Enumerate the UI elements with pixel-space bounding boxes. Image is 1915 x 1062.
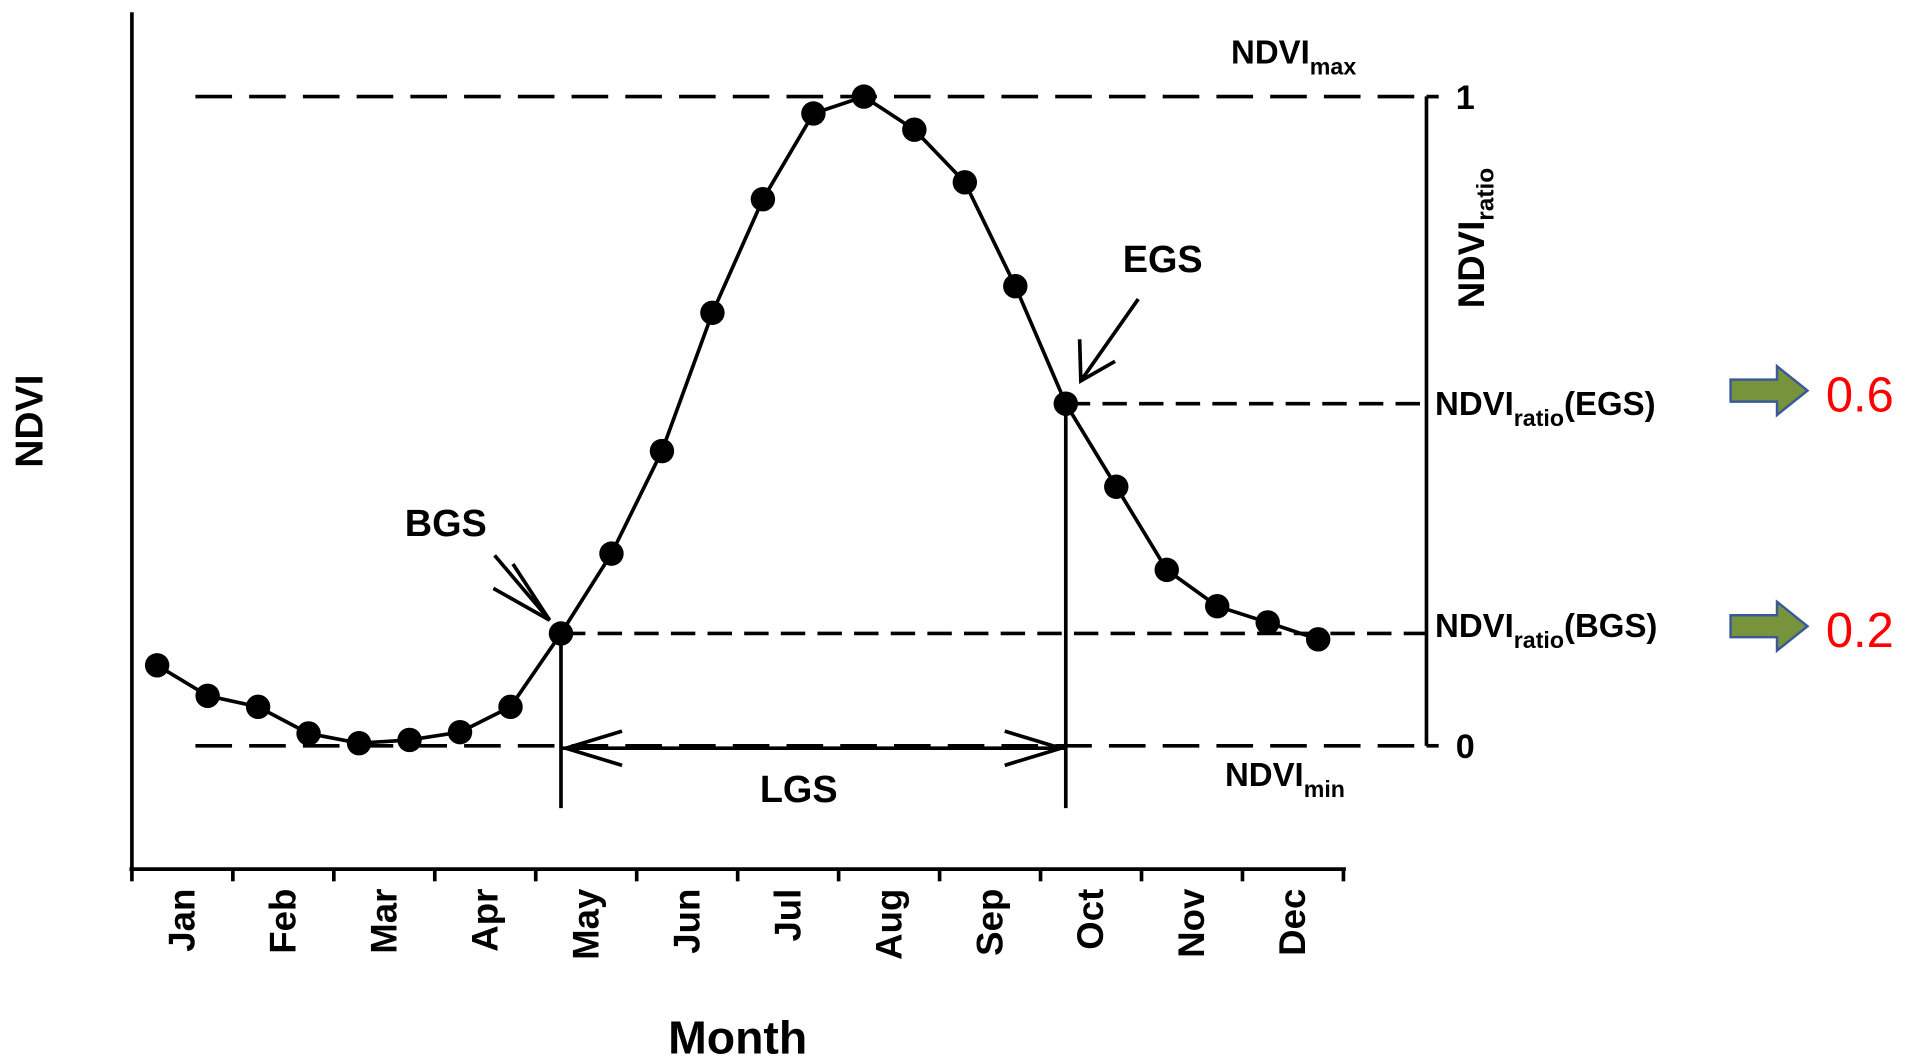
label-suffix: (BGS) (1564, 607, 1657, 644)
ndvi-point (1255, 610, 1280, 635)
ndvi-point (548, 621, 574, 646)
x-tick-label: Feb (263, 889, 304, 954)
x-tick-label: May (565, 888, 606, 960)
label-main: NDVI (1435, 385, 1514, 422)
egs-ratio-label: NDVIratio(EGS) (1435, 385, 1656, 431)
ndvi-point (447, 719, 473, 745)
ndvi-point (700, 300, 725, 325)
x-tick-label: Aug (868, 889, 909, 960)
ndvi-point (195, 683, 220, 709)
ndvi-point (245, 694, 271, 720)
ndvi-min-label: NDVImin (1225, 756, 1345, 802)
label-sub: max (1310, 53, 1357, 79)
bgs-ratio-label: NDVIratio(BGS) (1435, 607, 1657, 653)
ndvi-point (649, 438, 675, 464)
x-tick-label: Apr (464, 889, 505, 952)
ndvi-point (1053, 391, 1079, 416)
x-tick-label: Jun (666, 889, 707, 954)
ndvi-point (1305, 627, 1331, 652)
egs-value-arrow (1729, 363, 1810, 418)
lgs-label: LGS (760, 769, 838, 811)
egs-pointer (1077, 298, 1140, 384)
label-sub: ratio (1473, 168, 1500, 221)
ndvi-point (851, 84, 877, 109)
ndvi-point (1003, 273, 1028, 299)
label-main: NDVI (1451, 221, 1492, 308)
y-tick-label: 0 (1456, 728, 1475, 766)
x-tick-label: Mar (364, 889, 405, 954)
label-main: NDVI (1435, 607, 1514, 644)
ndvi-point (902, 117, 927, 142)
lgs-arrow-head (1004, 729, 1068, 768)
x-tick-label: Nov (1171, 888, 1212, 958)
x-tick-label: Dec (1272, 889, 1313, 956)
ndvi-max-label: NDVImax (1231, 33, 1356, 79)
x-tick-label: Jan (162, 889, 203, 952)
ndvi-point (346, 730, 372, 756)
ndvi-point (397, 727, 422, 753)
label-sub: min (1304, 776, 1345, 802)
ndvi-line (156, 94, 1319, 746)
label-main: NDVI (1231, 33, 1310, 70)
bgs-value-arrow (1729, 599, 1810, 654)
y-tick-label: 1 (1456, 79, 1475, 117)
ndvi-point (296, 721, 321, 746)
egs-label: EGS (1123, 239, 1203, 281)
x-tick-label: Sep (969, 889, 1010, 956)
label-sub: ratio (1514, 627, 1564, 653)
ndvi-point (801, 101, 826, 126)
label-main: NDVI (1225, 756, 1304, 793)
label-suffix: (EGS) (1564, 385, 1656, 422)
ndvi-point (1205, 594, 1230, 619)
x-axis-label: Month (668, 1011, 807, 1062)
x-tick-label: Jul (767, 889, 808, 942)
ndvi-point (144, 653, 170, 678)
y-axis-label: NDVI (9, 374, 52, 467)
label-sub: ratio (1514, 405, 1564, 431)
ndvi-point (498, 694, 523, 720)
ndvi-point (750, 186, 776, 212)
ndvi-point (599, 541, 624, 566)
ndvi-point (1104, 474, 1129, 499)
lgs-arrow-head (559, 729, 623, 768)
x-tick-label: Oct (1070, 889, 1111, 950)
egs-value: 0.6 (1826, 368, 1894, 422)
ndvi-point (1154, 557, 1179, 583)
bgs-value: 0.2 (1826, 604, 1894, 658)
bgs-pointer (492, 554, 552, 622)
bgs-label: BGS (405, 503, 487, 545)
right-axis-label: NDVIratio (1451, 168, 1500, 308)
ndvi-point (952, 170, 978, 195)
